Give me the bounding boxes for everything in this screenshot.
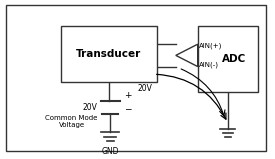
Polygon shape: [176, 44, 198, 67]
Text: ADC: ADC: [222, 54, 246, 64]
Text: GND: GND: [101, 147, 119, 156]
FancyBboxPatch shape: [198, 26, 258, 92]
Text: Common Mode
Voltage: Common Mode Voltage: [45, 115, 98, 128]
Text: +: +: [124, 91, 131, 100]
Text: 20V: 20V: [138, 84, 152, 93]
FancyBboxPatch shape: [6, 5, 266, 151]
Text: 20V: 20V: [83, 103, 98, 112]
Text: AIN(+): AIN(+): [199, 42, 222, 49]
Text: −: −: [124, 104, 131, 113]
Text: AIN(-): AIN(-): [199, 62, 219, 68]
FancyBboxPatch shape: [61, 26, 157, 82]
Text: Transducer: Transducer: [76, 49, 141, 59]
